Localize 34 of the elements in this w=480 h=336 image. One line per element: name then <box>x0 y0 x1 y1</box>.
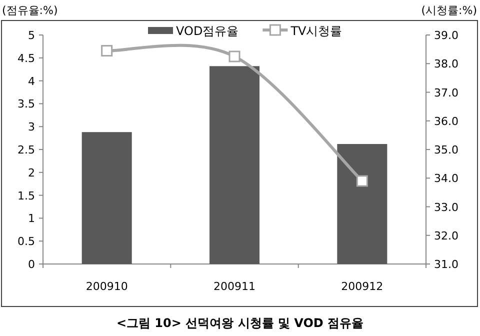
y2-tick-label: 38.0 <box>434 58 458 71</box>
bar <box>210 66 260 264</box>
y2-tick-label: 35.0 <box>434 144 458 156</box>
legend-label: VOD점유율 <box>176 24 239 38</box>
y-tick-label: 4 <box>28 74 35 88</box>
y-tick-label: 1 <box>28 212 35 226</box>
x-tick-label: 200911 <box>214 280 256 293</box>
y-tick-label: 3.5 <box>18 98 35 111</box>
y2-tick-label: 33.0 <box>434 200 458 214</box>
point <box>228 50 240 62</box>
y-tick-label: 0.5 <box>18 235 35 248</box>
point <box>101 44 113 56</box>
y-tick-label: 2.5 <box>18 144 35 156</box>
y-tick-label: 4.5 <box>18 52 35 65</box>
y-tick-label: 3 <box>28 120 35 134</box>
x-tick-label: 200912 <box>341 280 384 293</box>
legend-label: TV시청률 <box>290 24 342 38</box>
y2-tick-label: 32.0 <box>434 229 458 242</box>
y-tick-label: 0 <box>28 258 35 271</box>
y2-tick-label: 37.0 <box>434 86 458 100</box>
text: <그림 10> 선덕여왕 시청률 및 VOD 점유율 <box>116 316 364 330</box>
bar <box>337 144 388 264</box>
y2-tick-label: 36.0 <box>434 114 458 128</box>
x-tick-label: 200910 <box>86 280 128 293</box>
bar <box>82 132 132 264</box>
y-tick-label: 1.5 <box>18 189 35 202</box>
y-tick-label: 2 <box>28 166 35 180</box>
y-axis-title: (점유율:%) <box>2 4 58 17</box>
y2-tick-label: 39.0 <box>434 29 458 42</box>
y2-tick-label: 31.0 <box>434 258 458 271</box>
y2-axis-title: (시청률:%) <box>421 4 477 17</box>
y2-tick-label: 34.0 <box>434 172 458 186</box>
point <box>356 175 368 187</box>
y-tick-label: 5 <box>28 29 35 42</box>
